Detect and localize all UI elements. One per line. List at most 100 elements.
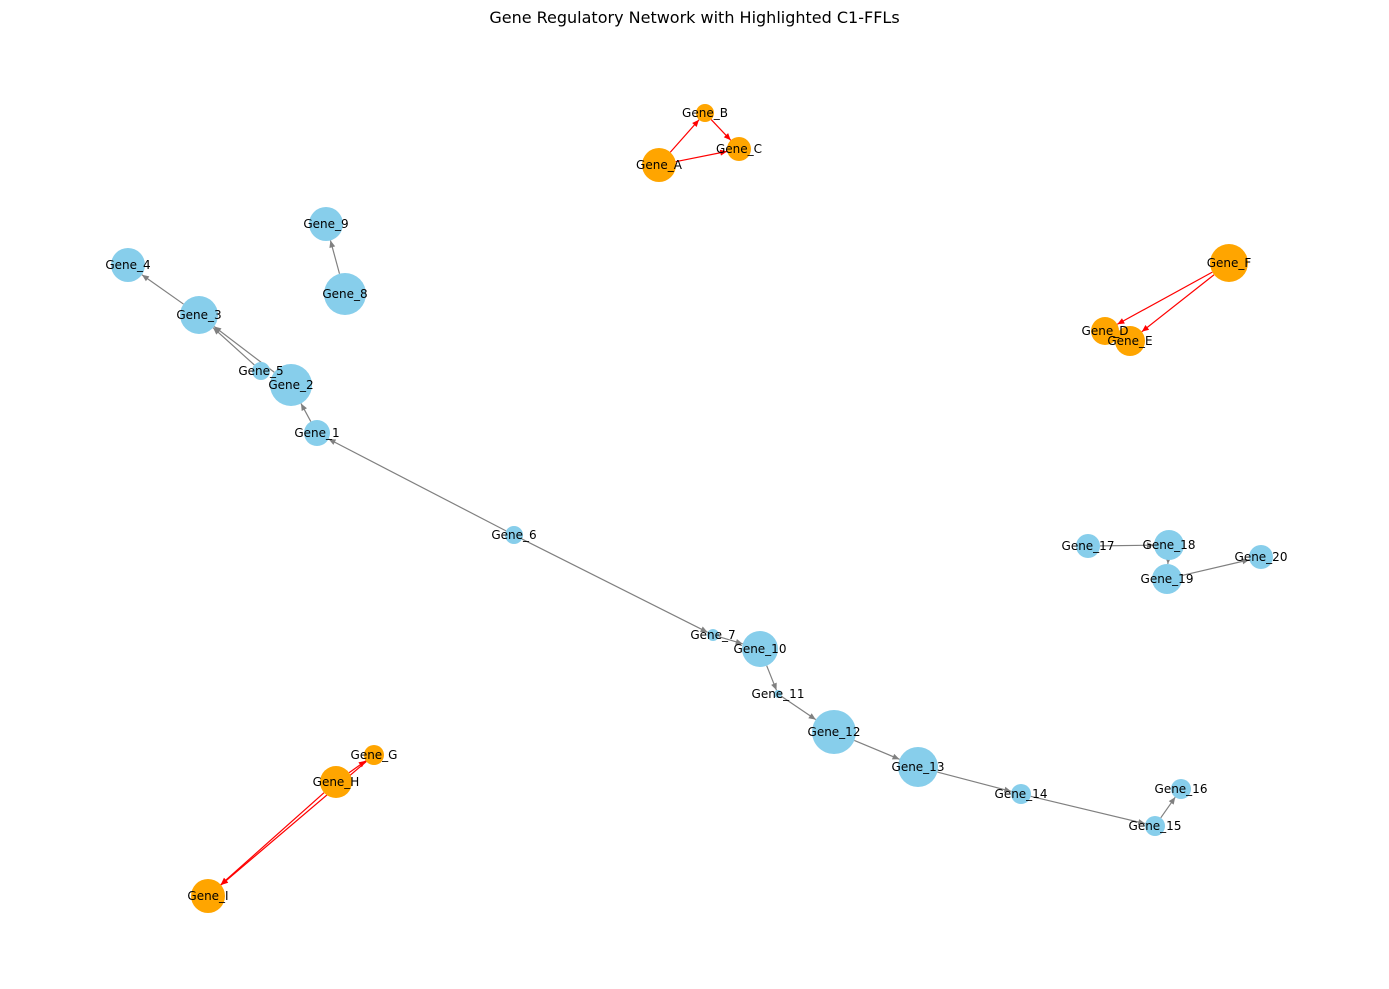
edge-gene-1-to-gene-2: [300, 403, 312, 422]
edge-arrowhead: [301, 403, 307, 412]
node-gene-5: [252, 362, 270, 380]
node-gene-e: [1115, 326, 1145, 356]
edge-gene-7-to-gene-10: [718, 636, 743, 645]
node-gene-14: [1011, 784, 1031, 804]
edge-line: [675, 150, 728, 163]
node-label-gene-g: Gene_G: [351, 748, 398, 762]
edge-gene-17-to-gene-18: [1099, 542, 1155, 549]
node-label-gene-10: Gene_10: [734, 642, 787, 656]
node-label-gene-12: Gene_12: [808, 725, 861, 739]
node-gene-b: [696, 104, 714, 122]
node-gene-g: [364, 745, 384, 765]
node-label-gene-e: Gene_E: [1107, 334, 1152, 348]
node-gene-a: [642, 148, 676, 182]
node-gene-3: [180, 296, 218, 334]
node-label-gene-13: Gene_13: [892, 760, 945, 774]
node-label-gene-7: Gene_7: [690, 628, 735, 642]
node-gene-d: [1091, 317, 1119, 345]
node-label-gene-i: Gene_I: [187, 889, 228, 903]
node-label-gene-19: Gene_19: [1141, 572, 1194, 586]
edge-line: [1141, 274, 1215, 333]
node-gene-i: [191, 879, 225, 913]
edge-line: [669, 119, 700, 153]
edge-gene-a-to-gene-b: [669, 119, 700, 153]
edge-gene-12-to-gene-13: [854, 739, 900, 760]
edge-line: [1030, 795, 1146, 825]
edge-arrowhead: [700, 626, 708, 633]
node-label-gene-14: Gene_14: [995, 787, 1048, 801]
node-gene-13: [898, 747, 938, 787]
edge-arrowhead: [214, 326, 222, 334]
node-label-gene-9: Gene_9: [303, 217, 348, 231]
node-label-gene-20: Gene_20: [1235, 550, 1288, 564]
edge-arrowhead: [1141, 325, 1150, 332]
edge-gene-a-to-gene-c: [675, 149, 728, 163]
node-label-gene-2: Gene_2: [268, 378, 313, 392]
node-label-gene-d: Gene_D: [1082, 324, 1129, 338]
node-label-gene-a: Gene_A: [636, 158, 683, 172]
node-label-gene-6: Gene_6: [491, 528, 536, 542]
edge-gene-h-to-gene-g: [348, 760, 367, 774]
edge-gene-6-to-gene-7: [521, 538, 708, 633]
node-label-gene-16: Gene_16: [1155, 782, 1208, 796]
node-label-gene-18: Gene_18: [1143, 538, 1196, 552]
nodes-layer: [111, 104, 1273, 913]
node-label-gene-3: Gene_3: [176, 308, 221, 322]
edge-gene-11-to-gene-12: [780, 695, 817, 721]
node-label-gene-4: Gene_4: [105, 258, 150, 272]
node-gene-6: [505, 526, 523, 544]
edge-gene-14-to-gene-15: [1030, 795, 1146, 825]
node-label-gene-11: Gene_11: [752, 687, 805, 701]
node-gene-18: [1154, 530, 1184, 560]
node-gene-12: [812, 710, 856, 754]
node-gene-1: [304, 420, 330, 446]
edge-arrowhead: [358, 760, 366, 768]
node-gene-17: [1076, 534, 1100, 558]
edge-line: [854, 739, 900, 760]
edge-arrowhead: [1137, 819, 1146, 825]
edge-gene-5-to-gene-3: [212, 327, 255, 366]
edges-layer: [141, 119, 1250, 886]
edge-gene-b-to-gene-c: [710, 119, 732, 141]
edge-arrowhead: [735, 638, 743, 645]
node-label-gene-h: Gene_H: [313, 775, 360, 789]
edge-arrowhead: [1117, 318, 1125, 325]
edge-line: [212, 327, 255, 366]
node-gene-2: [270, 364, 312, 406]
node-gene-h: [320, 766, 352, 798]
edge-arrowhead: [808, 713, 816, 720]
node-label-gene-c: Gene_C: [716, 142, 762, 156]
edge-gene-f-to-gene-d: [1116, 271, 1213, 325]
edge-arrowhead: [220, 877, 228, 885]
edge-gene-h-to-gene-i: [220, 792, 325, 886]
node-gene-9: [309, 207, 343, 241]
edge-line: [1181, 559, 1250, 577]
edge-gene-13-to-gene-14: [937, 771, 1012, 793]
node-gene-11: [774, 690, 782, 698]
edge-arrowhead: [891, 753, 900, 760]
edge-arrowhead: [213, 327, 221, 335]
edge-gene-19-to-gene-20: [1181, 558, 1250, 577]
edge-line: [521, 538, 708, 633]
edge-line: [1099, 544, 1155, 547]
node-label-gene-b: Gene_B: [682, 106, 728, 120]
node-gene-4: [111, 248, 145, 282]
edge-line: [220, 792, 325, 886]
node-gene-f: [1210, 244, 1248, 282]
edge-line: [328, 438, 507, 532]
edge-gene-3-to-gene-4: [141, 274, 184, 305]
edge-arrowhead: [723, 133, 731, 141]
node-gene-15: [1145, 816, 1165, 836]
edge-arrowhead: [328, 438, 337, 445]
edge-arrowhead: [719, 149, 728, 156]
edge-gene-6-to-gene-1: [328, 438, 507, 532]
edge-arrowhead: [692, 119, 700, 127]
edge-arrowhead: [1146, 542, 1155, 549]
edge-arrowhead: [1003, 786, 1012, 793]
edge-gene-f-to-gene-e: [1141, 274, 1215, 333]
edge-arrowhead: [1241, 558, 1250, 565]
node-gene-c: [727, 137, 751, 161]
edge-gene-10-to-gene-11: [766, 665, 778, 691]
node-gene-20: [1249, 545, 1273, 569]
